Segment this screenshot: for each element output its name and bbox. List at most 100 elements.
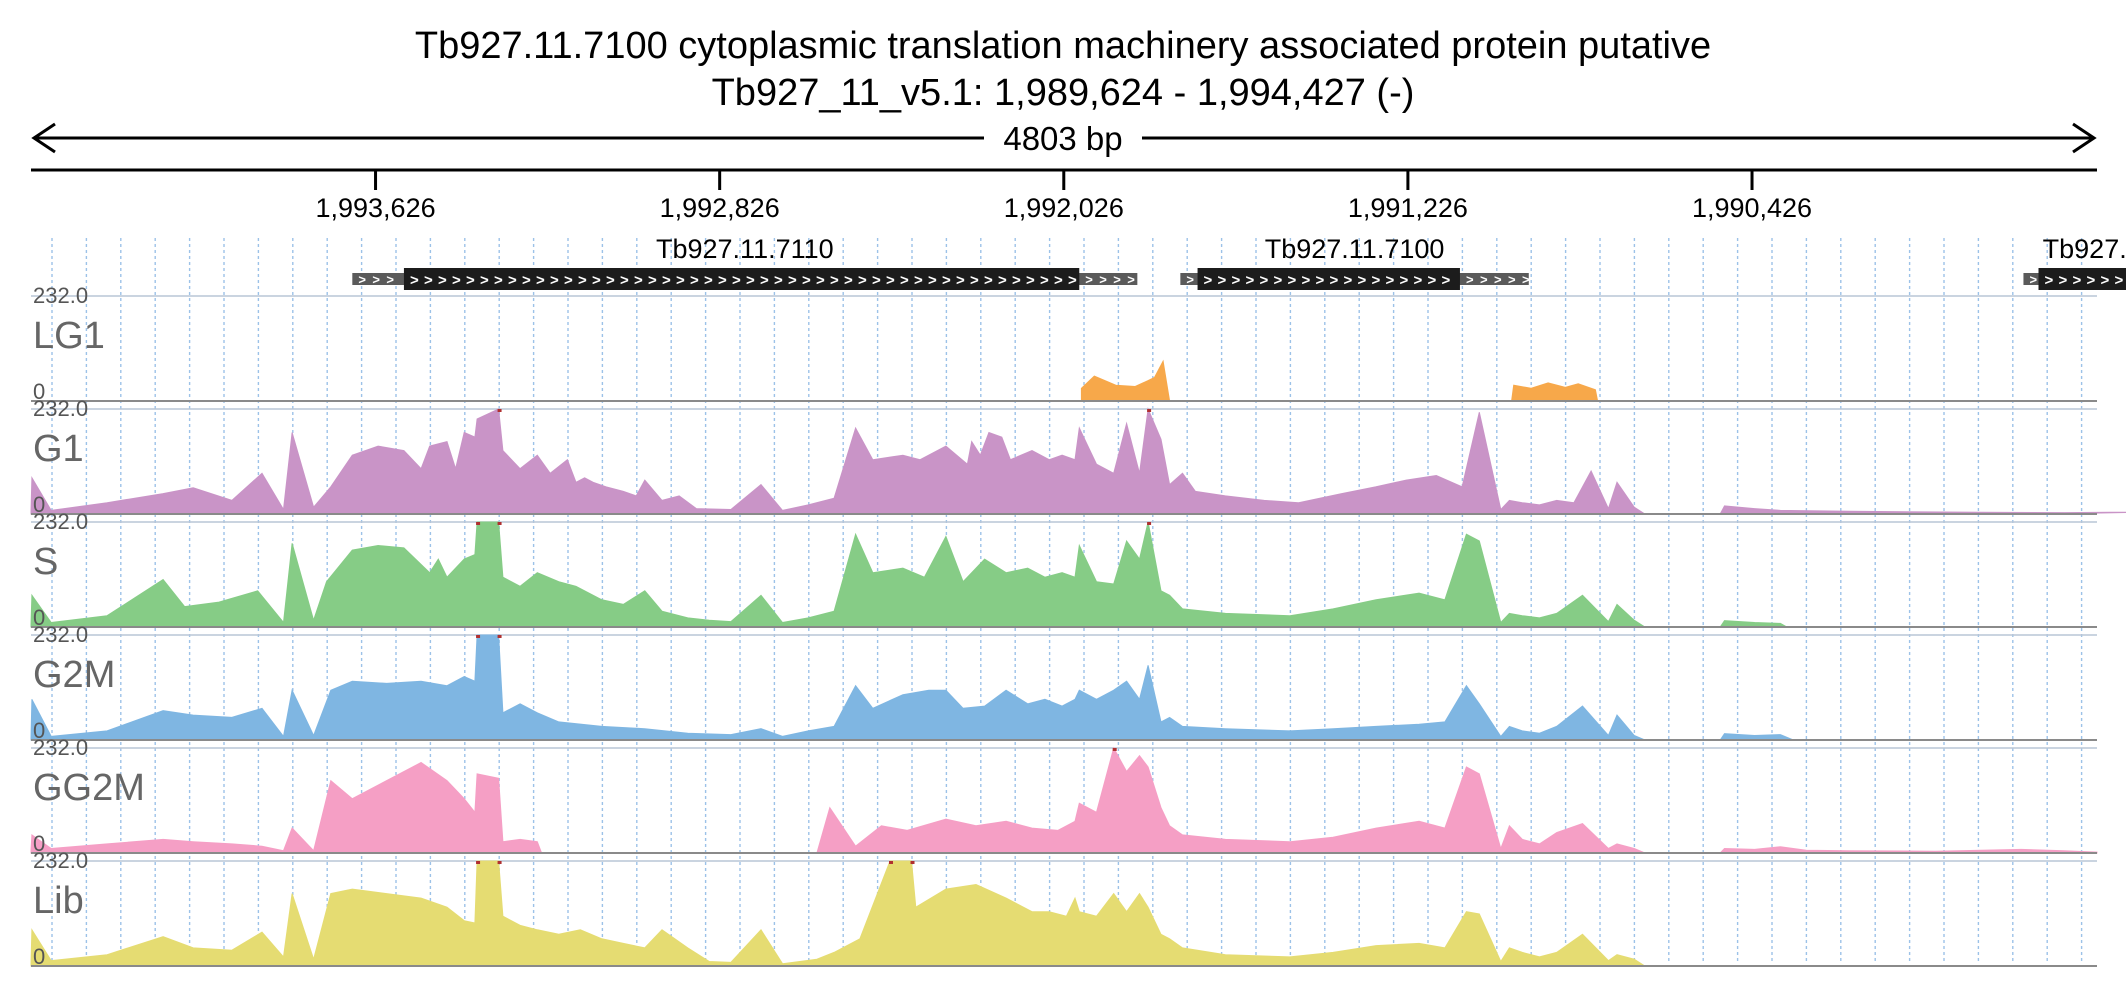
gene-strand-arrow: >: [662, 272, 671, 289]
chart-title: Tb927.11.7100 cytoplasmic translation ma…: [414, 25, 1712, 67]
coverage-area-lg1: [1080, 359, 1599, 402]
gene-strand-arrow: >: [1246, 272, 1255, 289]
track-label: S: [33, 541, 58, 583]
overflow-marker: [910, 861, 915, 864]
gene-strand-arrow: >: [1386, 272, 1395, 289]
gene-strand-arrow: >: [1372, 272, 1381, 289]
span-arrow-left-head: [31, 122, 56, 154]
gene-strand-arrow: >: [746, 272, 755, 289]
track-label: LG1: [33, 315, 105, 357]
x-tick-label: 1,992,026: [1004, 193, 1124, 223]
gene-strand-arrow: >: [386, 272, 394, 287]
gene-strand-arrow: >: [998, 272, 1007, 289]
y-max-label: 232.0: [33, 509, 88, 534]
y-max-label: 232.0: [33, 735, 88, 760]
gene-strand-arrow: >: [1068, 272, 1077, 289]
overflow-marker: [497, 409, 502, 412]
y-max-label: 232.0: [33, 283, 88, 308]
x-tick-label: 1,992,826: [660, 193, 780, 223]
gene-strand-arrow: >: [1358, 272, 1367, 289]
gene-strand-arrow: >: [606, 272, 615, 289]
gene-strand-arrow: >: [578, 272, 587, 289]
coverage-area-gg2m: [30, 746, 2098, 854]
gene-strand-arrow: >: [1085, 272, 1093, 287]
gene-strand-arrow: >: [1414, 272, 1423, 289]
overflow-marker: [1147, 409, 1152, 412]
gene-strand-arrow: >: [592, 272, 601, 289]
gene-strand-arrow: >: [2115, 272, 2124, 289]
gene-strand-arrow: >: [942, 272, 951, 289]
gene-strand-arrow: >: [718, 272, 727, 289]
span-label: 4803 bp: [1003, 120, 1122, 157]
overflow-marker: [497, 861, 502, 864]
span-label-bg: [984, 122, 1142, 156]
gene-strand-arrow: >: [900, 272, 909, 289]
overflow-marker: [1112, 748, 1117, 751]
gene-strand-arrow: >: [830, 272, 839, 289]
overflow-marker: [476, 635, 481, 638]
gene-strand-arrow: >: [886, 272, 895, 289]
gene-strand-arrow: >: [438, 272, 447, 289]
gene-strand-arrow: >: [1274, 272, 1283, 289]
gene-strand-arrow: >: [522, 272, 531, 289]
gene-strand-arrow: >: [858, 272, 867, 289]
gene-strand-arrow: >: [1232, 272, 1241, 289]
y-min-label: 0: [33, 831, 45, 856]
gene-strand-arrow: >: [564, 272, 573, 289]
gene-strand-arrow: >: [788, 272, 797, 289]
y-max-label: 232.0: [33, 622, 88, 647]
gene-strand-arrow: >: [704, 272, 713, 289]
span-arrow-right-head: [2072, 122, 2097, 154]
gene-strand-arrow: >: [1428, 272, 1437, 289]
gene-strand-arrow: >: [358, 272, 366, 287]
gene-strand-arrow: >: [1316, 272, 1325, 289]
gene-strand-arrow: >: [872, 272, 881, 289]
x-tick-label: 1,993,626: [315, 193, 435, 223]
gene-strand-arrow: >: [1012, 272, 1021, 289]
overflow-marker: [497, 635, 502, 638]
gene-strand-arrow: >: [2029, 272, 2037, 287]
gene-strand-arrow: >: [984, 272, 993, 289]
gene-strand-arrow: >: [1127, 272, 1135, 287]
gene-strand-arrow: >: [844, 272, 853, 289]
gene-label: Tb927.11.7100: [1265, 234, 1445, 264]
gene-cds: [1197, 268, 1460, 290]
track-label: G1: [33, 428, 84, 470]
y-min-label: 0: [33, 379, 45, 404]
gene-strand-arrow: >: [1442, 272, 1451, 289]
x-tick-label: 1,991,226: [1348, 193, 1468, 223]
gene-strand-arrow: >: [676, 272, 685, 289]
gene-strand-arrow: >: [634, 272, 643, 289]
gene-strand-arrow: >: [1508, 272, 1516, 287]
gene-strand-arrow: >: [970, 272, 979, 289]
gene-strand-arrow: >: [1480, 272, 1488, 287]
gene-strand-arrow: >: [648, 272, 657, 289]
overflow-marker: [476, 522, 481, 525]
gene-strand-arrow: >: [2101, 272, 2110, 289]
y-min-label: 0: [33, 605, 45, 630]
gene-strand-arrow: >: [2059, 272, 2068, 289]
gene-strand-arrow: >: [480, 272, 489, 289]
gene-strand-arrow: >: [620, 272, 629, 289]
gene-strand-arrow: >: [914, 272, 923, 289]
gene-cds: [403, 268, 1080, 290]
track-label: G2M: [33, 654, 115, 696]
gene-strand-arrow: >: [774, 272, 783, 289]
x-tick-label: 1,990,426: [1692, 193, 1812, 223]
gene-strand-arrow: >: [372, 272, 380, 287]
gene-strand-arrow: >: [1330, 272, 1339, 289]
gene-label: Tb927.11.7110: [656, 234, 834, 264]
y-max-label: 232.0: [33, 396, 88, 421]
coverage-area-s: [30, 521, 2097, 628]
gene-strand-arrow: >: [1400, 272, 1409, 289]
gene-strand-arrow: >: [1288, 272, 1297, 289]
overflow-marker: [1147, 522, 1152, 525]
gene-strand-arrow: >: [1054, 272, 1063, 289]
gene-strand-arrow: >: [1466, 272, 1474, 287]
gene-label: Tb927.11.7090: [2043, 234, 2126, 264]
gene-strand-arrow: >: [690, 272, 699, 289]
coverage-area-g1: [30, 407, 2126, 515]
gene-strand-arrow: >: [928, 272, 937, 289]
